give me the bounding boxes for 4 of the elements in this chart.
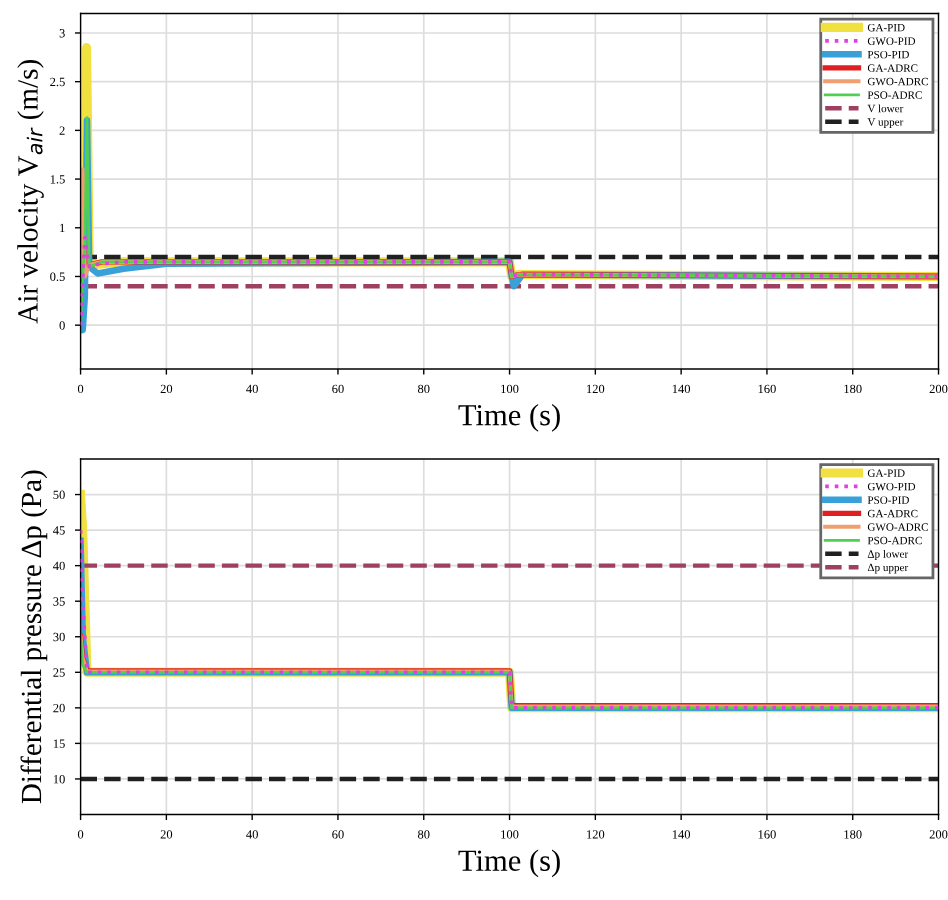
x-axis-title: Time (s): [458, 403, 560, 432]
x-axis-title: Time (s): [458, 849, 560, 878]
y-axis-title: Differential pressure Δp (Pa): [20, 470, 48, 804]
y-axis-title: Air velocity V$_{air}$ (m/s): [17, 60, 44, 324]
